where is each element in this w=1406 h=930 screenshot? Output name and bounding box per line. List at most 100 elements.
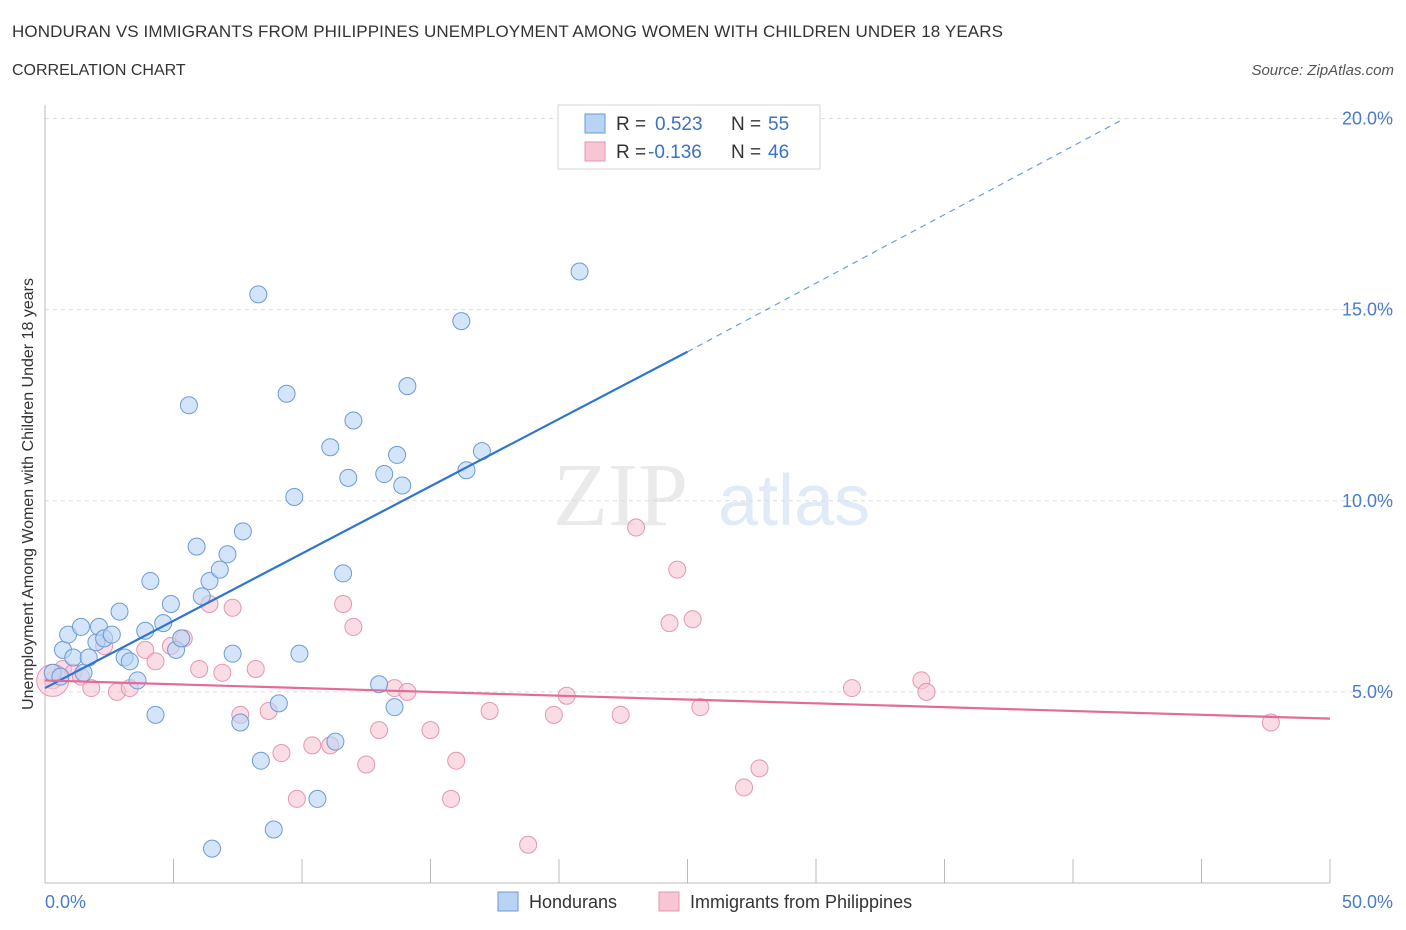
hondurans-point: [290, 644, 309, 663]
stats-swatch-hondurans: [584, 113, 606, 134]
philippines-point: [668, 560, 687, 579]
philippines-point: [334, 594, 353, 613]
stats-n-label-1: N =: [731, 114, 761, 135]
philippines-point: [480, 702, 499, 721]
hondurans-point: [398, 377, 417, 396]
trend-line-philippines: [44, 679, 1331, 720]
source-credit: Source: ZipAtlas.com: [1251, 62, 1394, 79]
stats-swatch-philippines: [584, 141, 606, 162]
hondurans-point: [251, 751, 270, 770]
philippines-point: [544, 705, 563, 724]
x-ticks: [44, 859, 1331, 883]
hondurans-point: [264, 820, 283, 839]
stats-r-label-1: R =: [616, 114, 646, 135]
hondurans-point: [161, 594, 180, 613]
hondurans-point: [339, 468, 358, 487]
hondurans-point: [79, 648, 98, 667]
hondurans-point: [370, 675, 389, 694]
hondurans-point: [223, 644, 242, 663]
philippines-point: [82, 679, 101, 698]
hondurans-point: [385, 698, 404, 717]
philippines-point: [272, 744, 291, 763]
hondurans-point: [452, 312, 471, 331]
legend-swatch-philippines: [658, 891, 680, 912]
philippines-point: [344, 617, 363, 636]
hondurans-point: [64, 648, 83, 667]
stats-n-label-2: N =: [731, 142, 761, 163]
philippines-point: [421, 721, 440, 740]
philippines-point: [735, 778, 754, 797]
y-tick-label: 15.0%: [1342, 300, 1393, 320]
y-tick-label: 10.0%: [1342, 491, 1393, 511]
hondurans-point: [285, 487, 304, 506]
y-axis-title: Unemployment Among Women with Children U…: [20, 278, 37, 710]
series-hondurans-points: [43, 262, 589, 858]
hondurans-point: [321, 438, 340, 457]
stats-box: R = 0.523 N = 55 R = -0.136 N = 46: [557, 104, 821, 170]
hondurans-point: [269, 694, 288, 713]
hondurans-point: [200, 572, 219, 591]
philippines-point: [303, 736, 322, 755]
chart-title: HONDURAN VS IMMIGRANTS FROM PHILIPPINES …: [12, 22, 1004, 41]
philippines-point: [519, 835, 538, 854]
philippines-point: [190, 659, 209, 678]
philippines-point: [287, 789, 306, 808]
philippines-point: [691, 698, 710, 717]
philippines-point: [246, 659, 265, 678]
philippines-point: [447, 751, 466, 770]
hondurans-point: [110, 602, 129, 621]
hondurans-point: [179, 396, 198, 415]
hondurans-point: [203, 839, 222, 858]
y-tick-label: 20.0%: [1342, 109, 1393, 129]
hondurans-point: [570, 262, 589, 281]
y-tick-labels: 5.0% 10.0% 15.0% 20.0%: [1342, 109, 1393, 702]
stats-n-value-hondurans: 55: [768, 114, 789, 135]
watermark-zip: ZIP: [553, 446, 688, 545]
gridlines: [45, 118, 1395, 693]
hondurans-point: [210, 560, 229, 579]
philippines-point: [442, 789, 461, 808]
hondurans-point: [326, 732, 345, 751]
hondurans-point: [388, 445, 407, 464]
legend: Hondurans Immigrants from Philippines: [497, 891, 912, 912]
hondurans-point: [277, 384, 296, 403]
legend-swatch-hondurans: [497, 891, 519, 912]
hondurans-point: [249, 285, 268, 304]
hondurans-point: [128, 671, 147, 690]
hondurans-point: [308, 789, 327, 808]
philippines-point: [660, 614, 679, 633]
trend-line-hondurans: [44, 350, 689, 690]
philippines-point: [750, 759, 769, 778]
philippines-point: [1261, 713, 1280, 732]
hondurans-point: [344, 411, 363, 430]
y-tick-label: 5.0%: [1352, 682, 1393, 702]
philippines-point: [917, 682, 936, 701]
hondurans-point: [102, 625, 121, 644]
hondurans-point: [231, 713, 250, 732]
philippines-point: [223, 598, 242, 617]
stats-r-value-philippines: -0.136: [648, 142, 702, 163]
philippines-point: [683, 610, 702, 629]
hondurans-point: [71, 617, 90, 636]
philippines-point: [370, 721, 389, 740]
watermark-atlas: atlas: [718, 461, 870, 541]
hondurans-point: [233, 522, 252, 541]
hondurans-point: [187, 537, 206, 556]
trend-line-hondurans-extension: [687, 118, 1125, 353]
watermark: ZIP atlas: [553, 446, 870, 545]
philippines-point: [357, 755, 376, 774]
stats-r-label-2: R =: [616, 142, 646, 163]
hondurans-point: [393, 476, 412, 495]
chart-subtitle: CORRELATION CHART: [12, 62, 186, 79]
hondurans-point: [334, 564, 353, 583]
hondurans-point: [146, 705, 165, 724]
hondurans-point: [218, 545, 237, 564]
x-tick-label-max: 50.0%: [1342, 892, 1393, 912]
philippines-point: [842, 679, 861, 698]
x-tick-label-min: 0.0%: [45, 892, 86, 912]
philippines-point: [136, 640, 155, 659]
legend-label-philippines: Immigrants from Philippines: [690, 892, 912, 912]
philippines-point: [627, 518, 646, 537]
hondurans-point: [120, 652, 139, 671]
